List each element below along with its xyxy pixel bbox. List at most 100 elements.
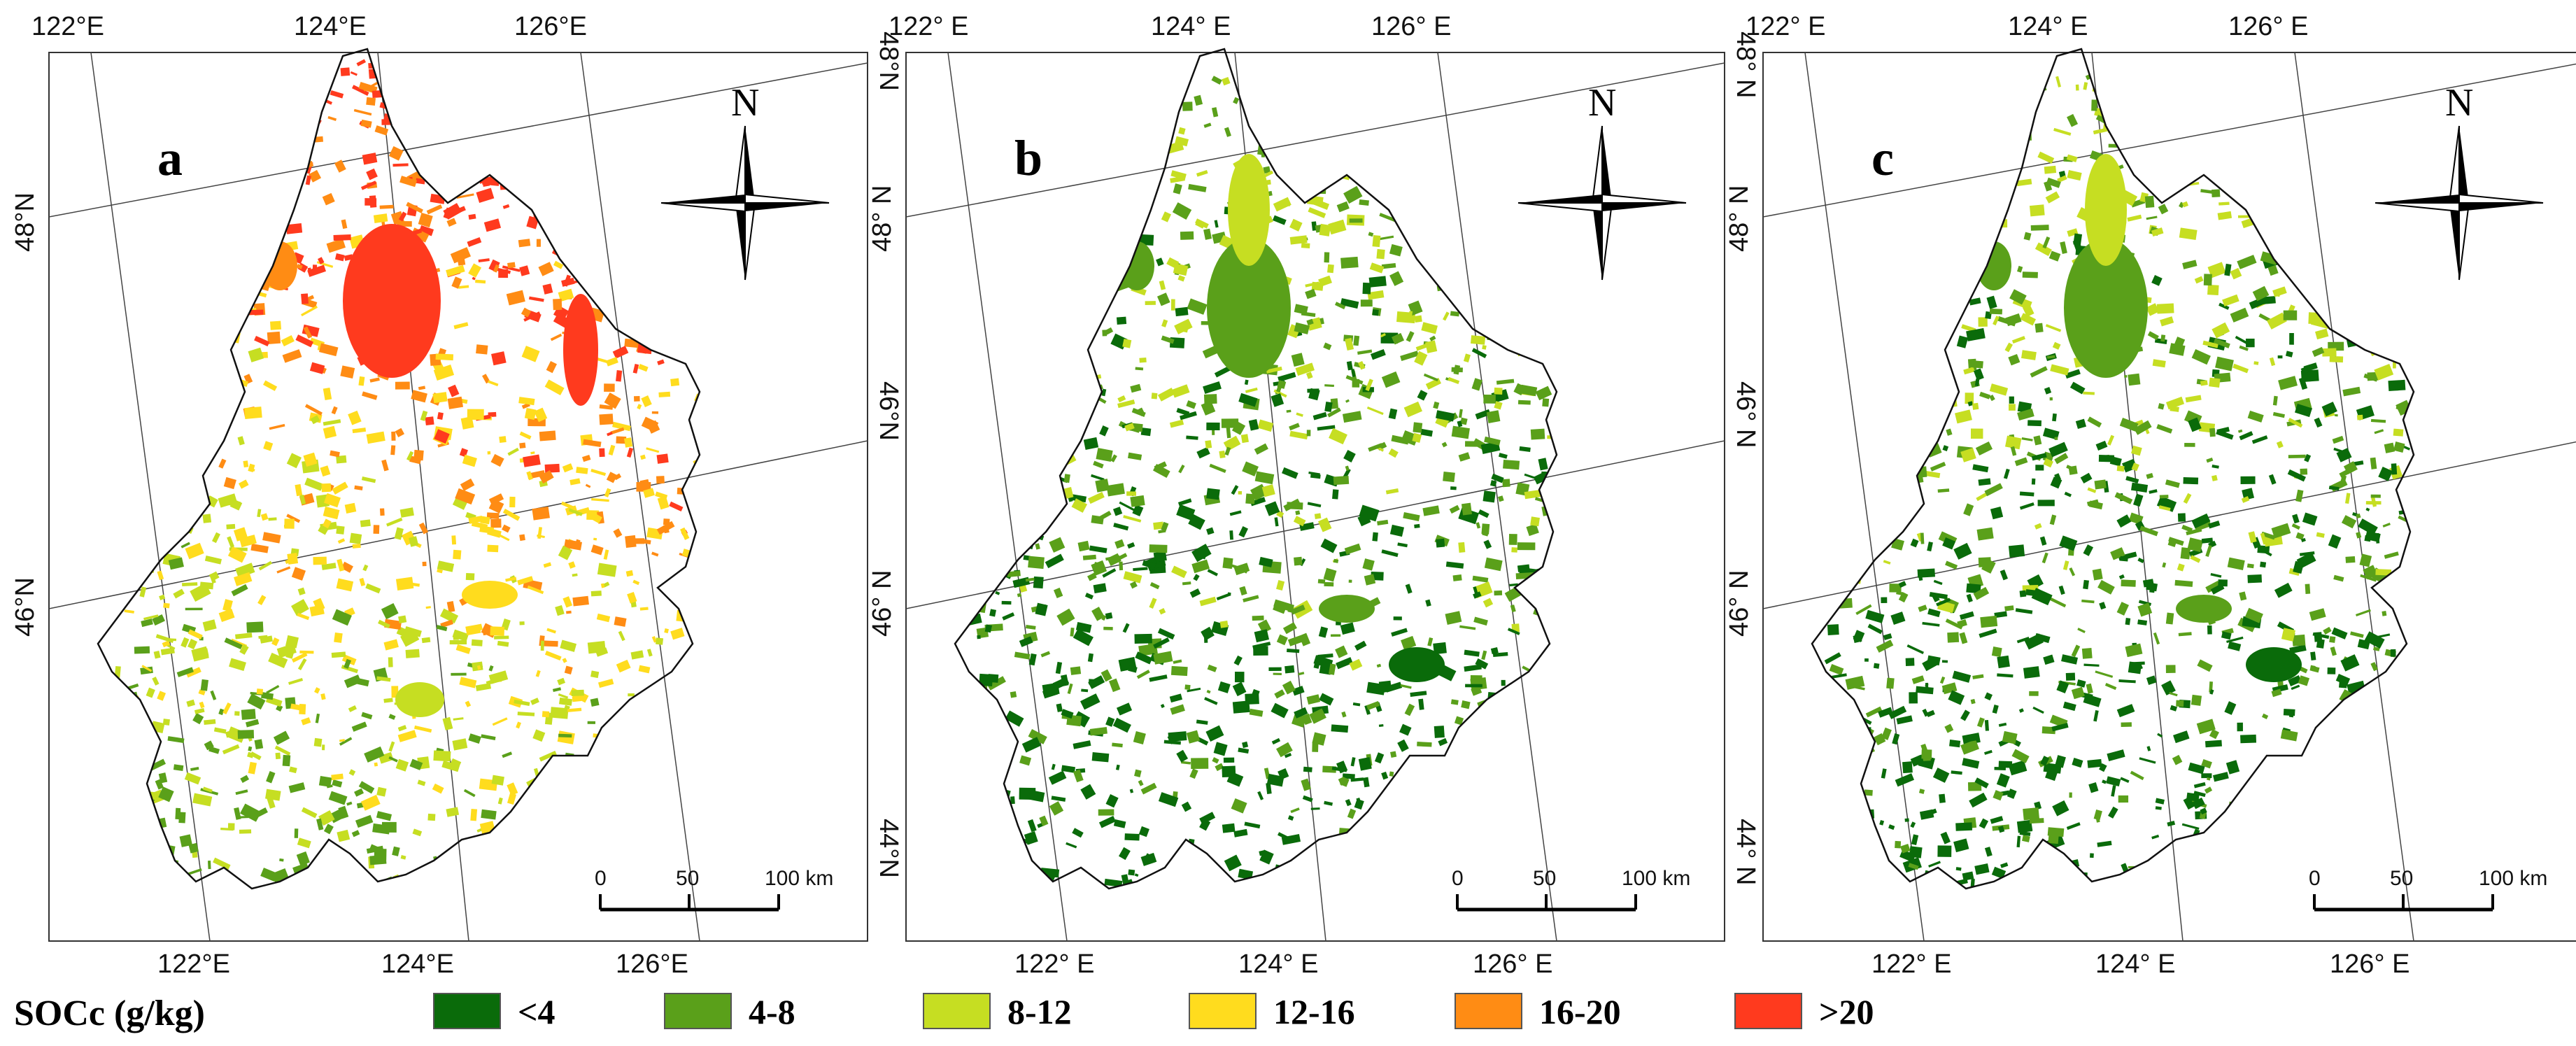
soc-patch — [260, 868, 278, 882]
soc-patch — [192, 713, 204, 725]
soc-patch — [2355, 609, 2371, 616]
soc-patch — [354, 788, 365, 797]
soc-patch — [451, 276, 462, 289]
soc-patch — [330, 450, 340, 458]
soc-patch — [1169, 693, 1183, 703]
soc-patch — [455, 644, 471, 654]
soc-patch — [574, 539, 581, 546]
soc-patch — [2365, 501, 2382, 505]
soc-patch — [1289, 235, 1308, 245]
soc-patch — [502, 509, 521, 521]
soc-patch — [2099, 602, 2107, 610]
soc-patch — [2260, 296, 2276, 304]
soc-patch — [1199, 819, 1211, 831]
scale-label: 100 km — [1622, 867, 1690, 890]
soc-patch — [2204, 786, 2213, 794]
soc-patch — [1021, 737, 1041, 753]
soc-patch — [506, 290, 525, 306]
tick-label-top: 122° E — [1746, 12, 1826, 41]
soc-patch — [2000, 570, 2008, 581]
soc-patch — [202, 514, 212, 523]
soc-patch — [256, 688, 264, 695]
soc-patch — [236, 816, 249, 819]
soc-patch — [564, 665, 573, 674]
soc-patch — [187, 629, 203, 639]
soc-patch — [1922, 708, 1929, 717]
soc-patch — [332, 481, 348, 495]
soc-patch — [1187, 298, 1208, 315]
soc-patch — [1484, 436, 1501, 446]
soc-patch — [248, 463, 255, 473]
soc-patch — [1517, 400, 1531, 405]
soc-patch — [1376, 663, 1382, 668]
soc-patch — [2356, 414, 2363, 420]
soc-patch — [2008, 353, 2021, 366]
soc-patch — [1182, 101, 1193, 111]
soc-patch — [1017, 593, 1022, 598]
soc-patch — [1353, 335, 1360, 346]
soc-patch — [1071, 498, 1088, 513]
soc-patch — [323, 419, 341, 426]
soc-patch — [1320, 538, 1338, 553]
soc-patch — [2034, 323, 2044, 333]
soc-patch — [1212, 429, 1215, 435]
soc-patch — [1308, 207, 1326, 218]
soc-patch — [2060, 241, 2067, 254]
soc-patch — [360, 794, 381, 811]
soc-patch — [2329, 636, 2336, 643]
soc-patch — [1482, 345, 1487, 350]
north-label: N — [731, 81, 759, 125]
soc-patch — [2241, 218, 2254, 229]
soc-patch — [478, 258, 490, 263]
soc-patch — [2004, 342, 2014, 353]
soc-patch — [633, 395, 640, 402]
soc-patch — [222, 744, 240, 755]
soc-patch — [1127, 542, 1135, 549]
soc-patch — [1002, 612, 1015, 621]
soc-patch — [1027, 819, 1037, 833]
soc-patch — [336, 578, 354, 592]
soc-patch — [463, 789, 476, 798]
soc-patch — [2300, 366, 2309, 375]
soc-patch — [590, 670, 600, 679]
soc-patch — [2183, 493, 2192, 504]
soc-patch — [279, 858, 284, 862]
soc-patch — [471, 521, 488, 530]
soc-patch — [432, 783, 444, 794]
soc-patch — [1170, 665, 1188, 677]
soc-patch — [146, 687, 155, 698]
soc-patch — [352, 677, 369, 687]
soc-patch — [2239, 345, 2249, 351]
soc-patch — [2205, 580, 2221, 593]
soc-patch — [2179, 227, 2198, 241]
soc-patch — [1156, 257, 1164, 267]
soc-patch — [1433, 642, 1447, 655]
soc-patch — [2375, 569, 2392, 576]
soc-patch — [337, 829, 351, 842]
soc-patch — [488, 670, 509, 684]
soc-patch — [1827, 624, 1839, 635]
soc-patch — [539, 750, 557, 762]
soc-patch — [1186, 400, 1196, 409]
soc-patch — [1881, 768, 1887, 779]
soc-patch — [178, 812, 186, 824]
soc-patch — [1475, 409, 1491, 420]
soc-patch — [446, 264, 465, 277]
soc-patch — [2137, 602, 2153, 617]
soc-patch — [502, 524, 511, 533]
soc-patch — [2237, 722, 2243, 732]
soc-patch — [2118, 795, 2129, 803]
soc-patch — [2146, 303, 2160, 316]
soc-patch — [2211, 322, 2230, 339]
tick-label-right: 48°N — [874, 31, 903, 91]
soc-patch — [348, 410, 362, 425]
soc-patch — [1401, 635, 1417, 651]
soc-patch — [2031, 588, 2053, 606]
soc-patch — [266, 771, 276, 784]
soc-patch — [2258, 313, 2271, 323]
soc-patch — [1524, 489, 1543, 500]
soc-patch — [572, 595, 589, 607]
soc-patch — [2185, 395, 2202, 403]
soc-patch — [2277, 355, 2283, 359]
